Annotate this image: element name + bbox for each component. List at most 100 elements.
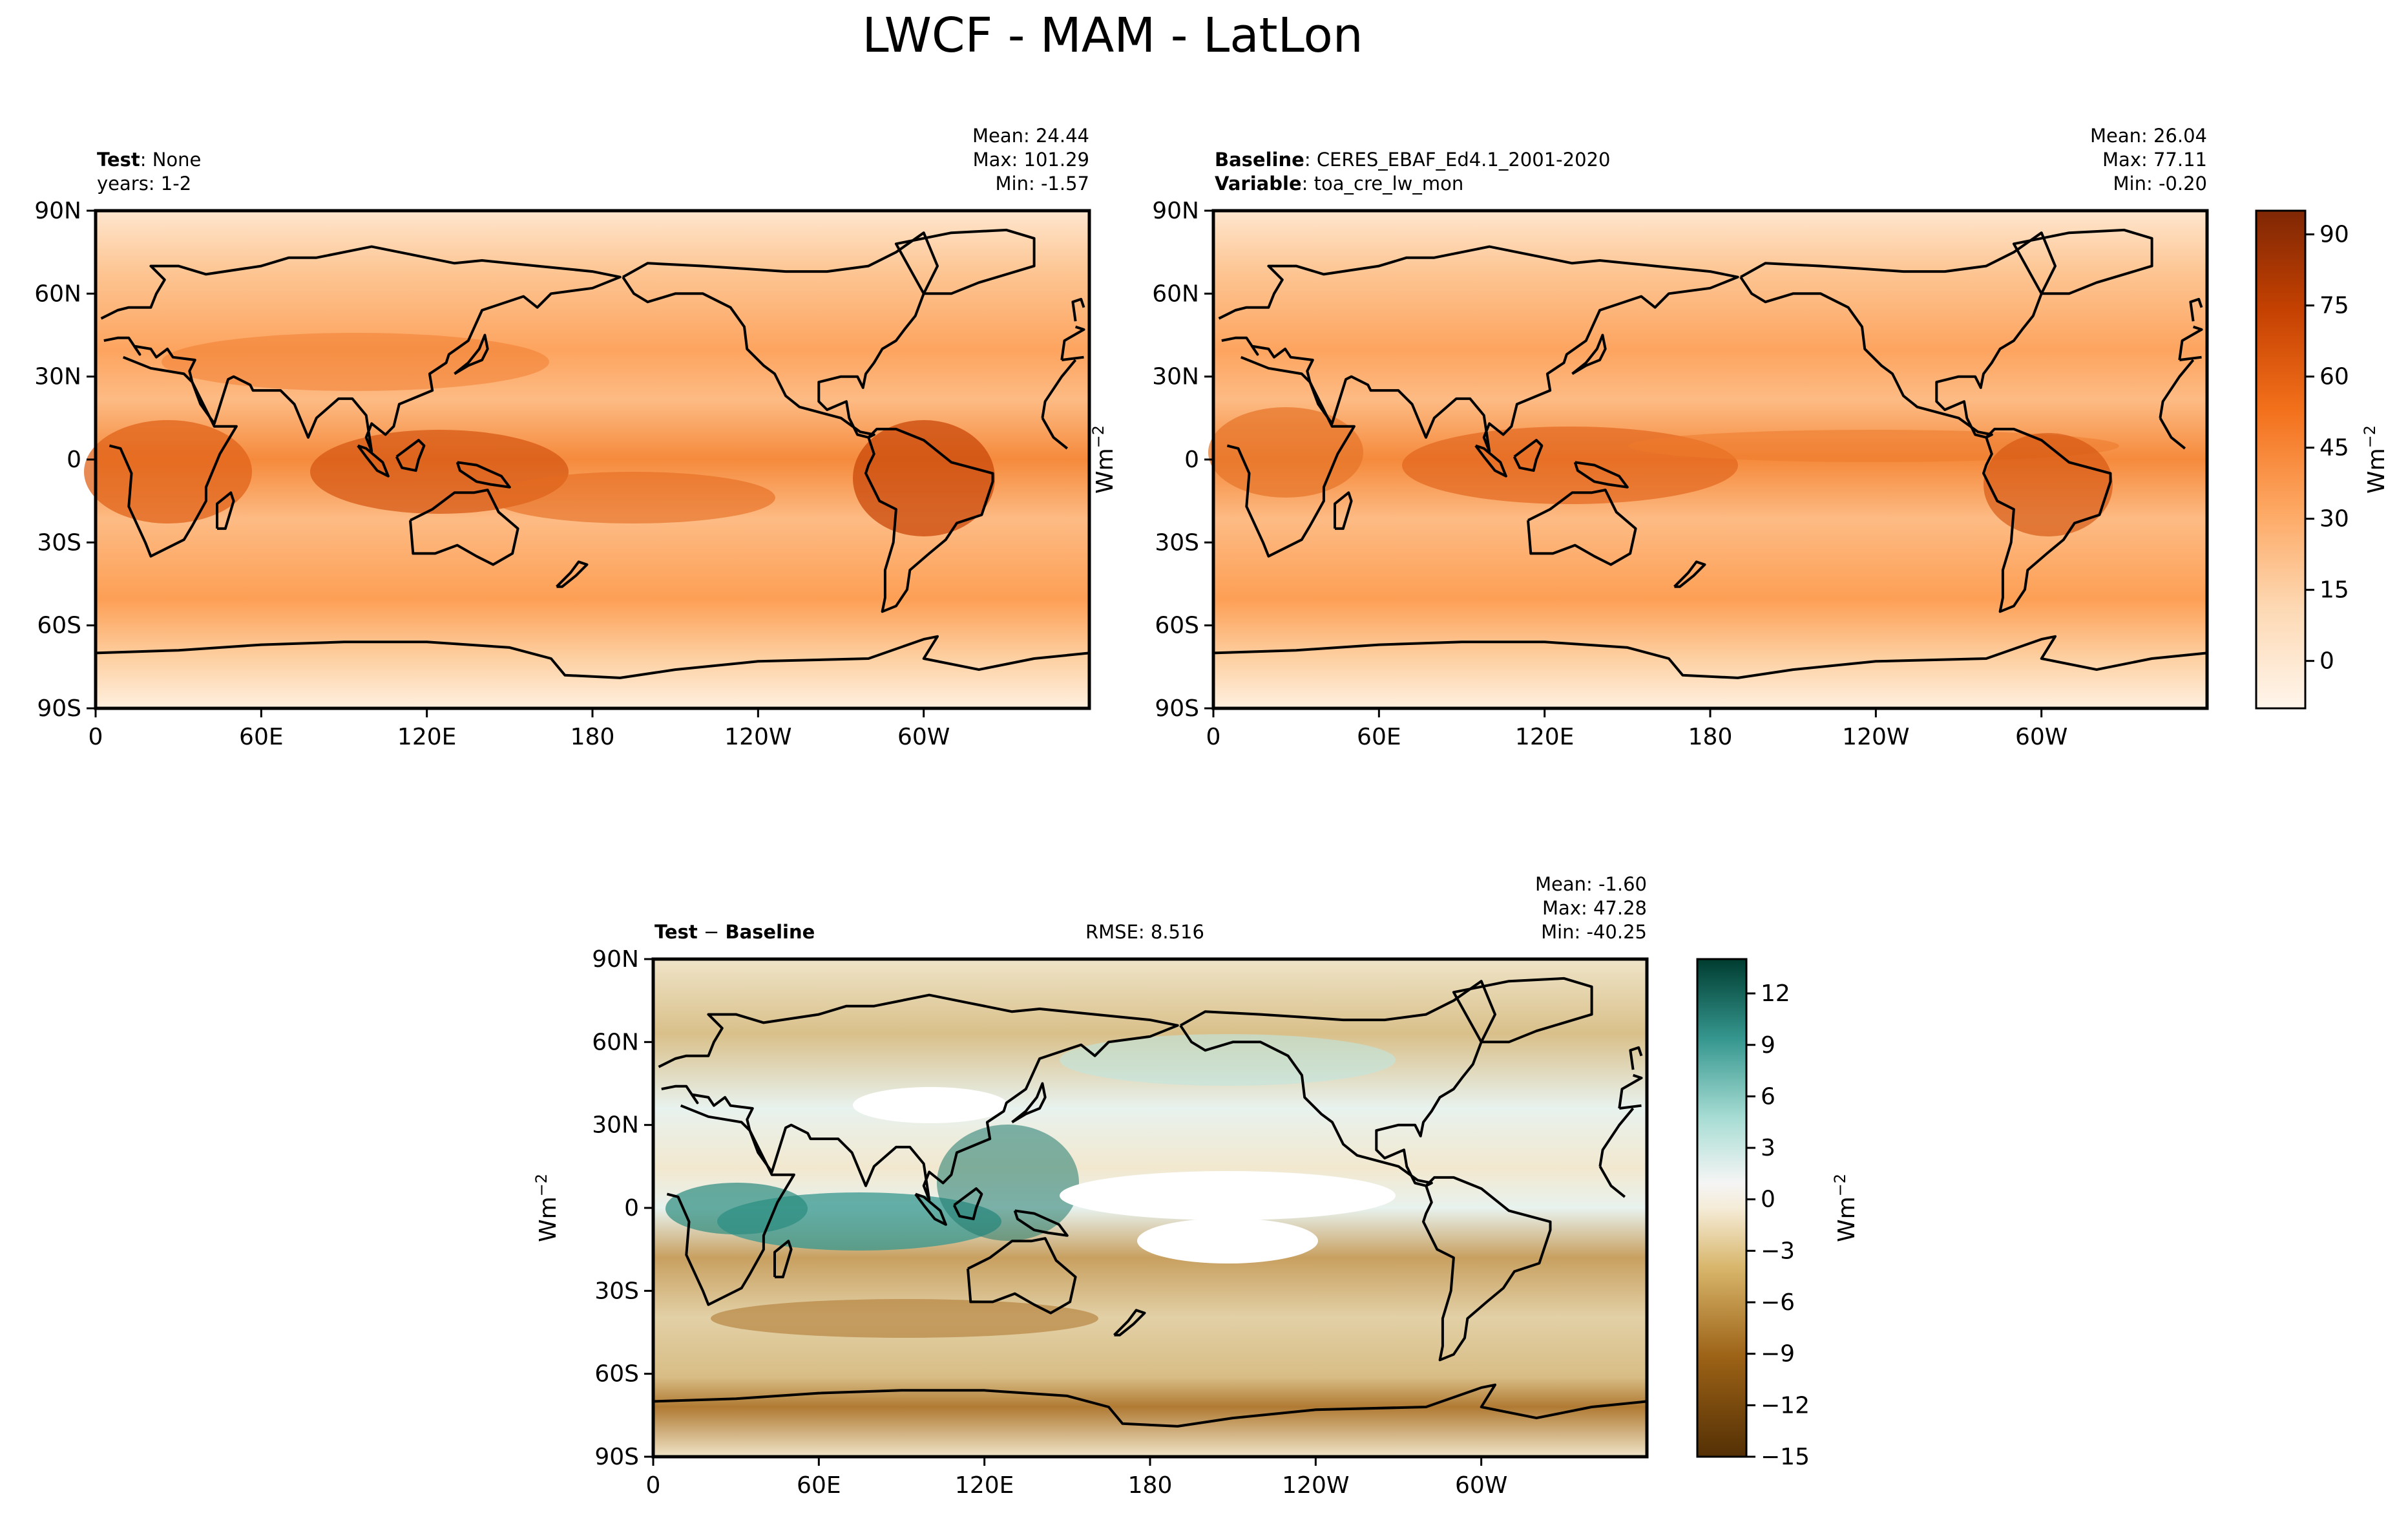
coastline-borneo bbox=[395, 439, 426, 472]
colorbar-tick-label: −9 bbox=[1761, 1341, 1795, 1368]
test-max: Max: 101.29 bbox=[972, 149, 1089, 171]
coastline-samerica bbox=[1422, 1176, 1552, 1362]
x-tick-label: 180 bbox=[1128, 1472, 1173, 1499]
baseline-variable-value: toa_cre_lw_mon bbox=[1314, 173, 1464, 195]
coastline-eurasia bbox=[2178, 325, 2203, 361]
test-coastlines bbox=[95, 228, 1090, 679]
colorbar-tick-label: 15 bbox=[2319, 577, 2349, 604]
test-years: years: 1-2 bbox=[97, 173, 192, 195]
coastline-newguinea bbox=[1013, 1209, 1069, 1237]
y-tick-label: 0 bbox=[624, 1195, 639, 1221]
y-tick-label: 90N bbox=[34, 198, 81, 224]
y-tick-label: 60N bbox=[1152, 280, 1199, 307]
diff-white-itcz bbox=[1060, 1171, 1396, 1220]
y-tick-label: 90S bbox=[1155, 695, 1199, 722]
coastline-eurasia bbox=[1062, 355, 1084, 361]
brbg-colorbar-bar bbox=[1696, 958, 1748, 1458]
colorbar-tick-label: 90 bbox=[2319, 222, 2349, 248]
coastline-africa bbox=[1041, 417, 1069, 450]
coastline-samerica bbox=[864, 427, 994, 613]
coastline-samerica bbox=[1982, 427, 2112, 613]
coastline-greenland bbox=[1452, 977, 1593, 1044]
colorbar-tick-label: −3 bbox=[1761, 1238, 1795, 1264]
y-tick-label: 30S bbox=[1155, 529, 1199, 556]
y-tick-label: 30N bbox=[34, 364, 81, 390]
baseline-band-africa bbox=[1208, 407, 1363, 498]
diff-label-minus: − bbox=[697, 921, 726, 943]
coastline-eurasia bbox=[658, 993, 1179, 1201]
baseline-min: Min: -0.20 bbox=[2113, 173, 2207, 195]
test-label: Test: None years: 1-2 bbox=[97, 148, 201, 196]
coastline-madagascar bbox=[773, 1240, 793, 1278]
orange-colorbar-bar bbox=[2255, 209, 2307, 710]
x-tick-label: 120E bbox=[397, 724, 456, 750]
coastline-japan bbox=[1571, 333, 1607, 375]
colorbar-tick-label: −15 bbox=[1761, 1444, 1810, 1470]
coastline-newguinea bbox=[1573, 461, 1629, 489]
baseline-label-bold: Baseline bbox=[1215, 149, 1304, 171]
y-tick-label: 90N bbox=[592, 946, 639, 973]
diff-label: Test − Baseline bbox=[654, 920, 815, 944]
x-tick-label: 0 bbox=[646, 1472, 661, 1499]
y-tick-label: 90S bbox=[37, 695, 81, 722]
test-label-bold: Test bbox=[97, 149, 140, 171]
x-tick-label: 180 bbox=[1688, 724, 1733, 750]
diff-brown-south bbox=[711, 1299, 1098, 1338]
colorbar-tick-label: 45 bbox=[2319, 435, 2349, 461]
diff-teal-nh bbox=[1060, 1034, 1396, 1086]
baseline-label: Baseline: CERES_EBAF_Ed4.1_2001-2020 Var… bbox=[1215, 148, 1610, 196]
baseline-band-amazon bbox=[1984, 433, 2113, 536]
coastline-uk bbox=[2189, 297, 2203, 322]
diff-min: Min: -40.25 bbox=[1541, 921, 1647, 943]
test-y-ticks: 90N 60N 30N 0 30S 60S 90S bbox=[34, 198, 96, 722]
coastline-africa bbox=[1598, 1107, 1635, 1167]
colorbar-tick-label: 9 bbox=[1761, 1032, 1775, 1059]
coastline-sumatra bbox=[914, 1192, 947, 1226]
x-tick-label: 120E bbox=[955, 1472, 1014, 1499]
diff-label-baseline: Baseline bbox=[725, 921, 815, 943]
coastline-australia bbox=[967, 1237, 1077, 1315]
colorbar-tick-label: 75 bbox=[2319, 293, 2349, 319]
coastline-madagascar bbox=[216, 491, 235, 530]
coastline-antarctica bbox=[653, 1383, 1648, 1428]
coastline-antarctica bbox=[95, 635, 1090, 679]
y-tick-label: 0 bbox=[1184, 447, 1199, 473]
x-tick-label: 60W bbox=[897, 724, 950, 750]
y-tick-label: 30N bbox=[1152, 364, 1199, 390]
x-tick-label: 0 bbox=[89, 724, 103, 750]
coastline-borneo bbox=[1513, 439, 1544, 472]
x-tick-label: 120E bbox=[1515, 724, 1574, 750]
diff-mean: Mean: -1.60 bbox=[1534, 873, 1647, 895]
coastline-nz bbox=[1113, 1309, 1146, 1337]
test-panel: 0 60E 120E 180 120W 60W 90N 60N 30N 0 30S 60S 90S bbox=[34, 198, 1091, 750]
baseline-variable-bold: Variable bbox=[1215, 173, 1302, 195]
test-label-value: None bbox=[152, 149, 202, 171]
coastline-nz bbox=[556, 560, 589, 588]
coastline-namerica bbox=[622, 231, 939, 439]
coastline-madagascar bbox=[1334, 491, 1353, 530]
brbg-colorbar-label: Wm−2 bbox=[1831, 1174, 1860, 1242]
coastline-africa bbox=[1598, 1165, 1626, 1198]
y-tick-label: 60N bbox=[592, 1029, 639, 1055]
coastline-uk bbox=[1071, 297, 1085, 322]
coastline-africa bbox=[666, 1104, 795, 1306]
x-tick-label: 120W bbox=[1282, 1472, 1349, 1499]
diff-panel: 0 60E 120E 180 120W 60W 90N 60N 30N 0 30S 60S 90S bbox=[592, 946, 1649, 1499]
colorbar-tick-label: 12 bbox=[1761, 980, 1790, 1007]
x-tick-label: 60E bbox=[797, 1472, 841, 1499]
brbg-colorbar-ticks: 12 9 6 3 0 −3 −6 −9 −12 −15 bbox=[1746, 980, 1810, 1470]
baseline-label-sep: : bbox=[1304, 149, 1317, 171]
diff-teal-warmpool bbox=[937, 1125, 1079, 1241]
diff-label-test: Test bbox=[654, 921, 698, 943]
baseline-y-ticks: 90N 60N 30N 0 30S 60S 90S bbox=[1152, 198, 1213, 722]
orange-colorbar: 0 15 30 45 60 75 90 Wm−2 bbox=[2255, 209, 2390, 710]
x-tick-label: 60E bbox=[1357, 724, 1401, 750]
test-x-ticks: 0 60E 120E 180 120W 60W bbox=[89, 708, 950, 750]
coastline-africa bbox=[1226, 355, 1356, 558]
y-tick-label: 30N bbox=[592, 1112, 639, 1139]
coastline-eurasia bbox=[2179, 355, 2202, 361]
orange-colorbar-ticks: 0 15 30 45 60 75 90 bbox=[2305, 222, 2349, 675]
test-band-africa bbox=[84, 420, 252, 523]
baseline-x-ticks: 0 60E 120E 180 120W 60W bbox=[1206, 708, 2068, 750]
